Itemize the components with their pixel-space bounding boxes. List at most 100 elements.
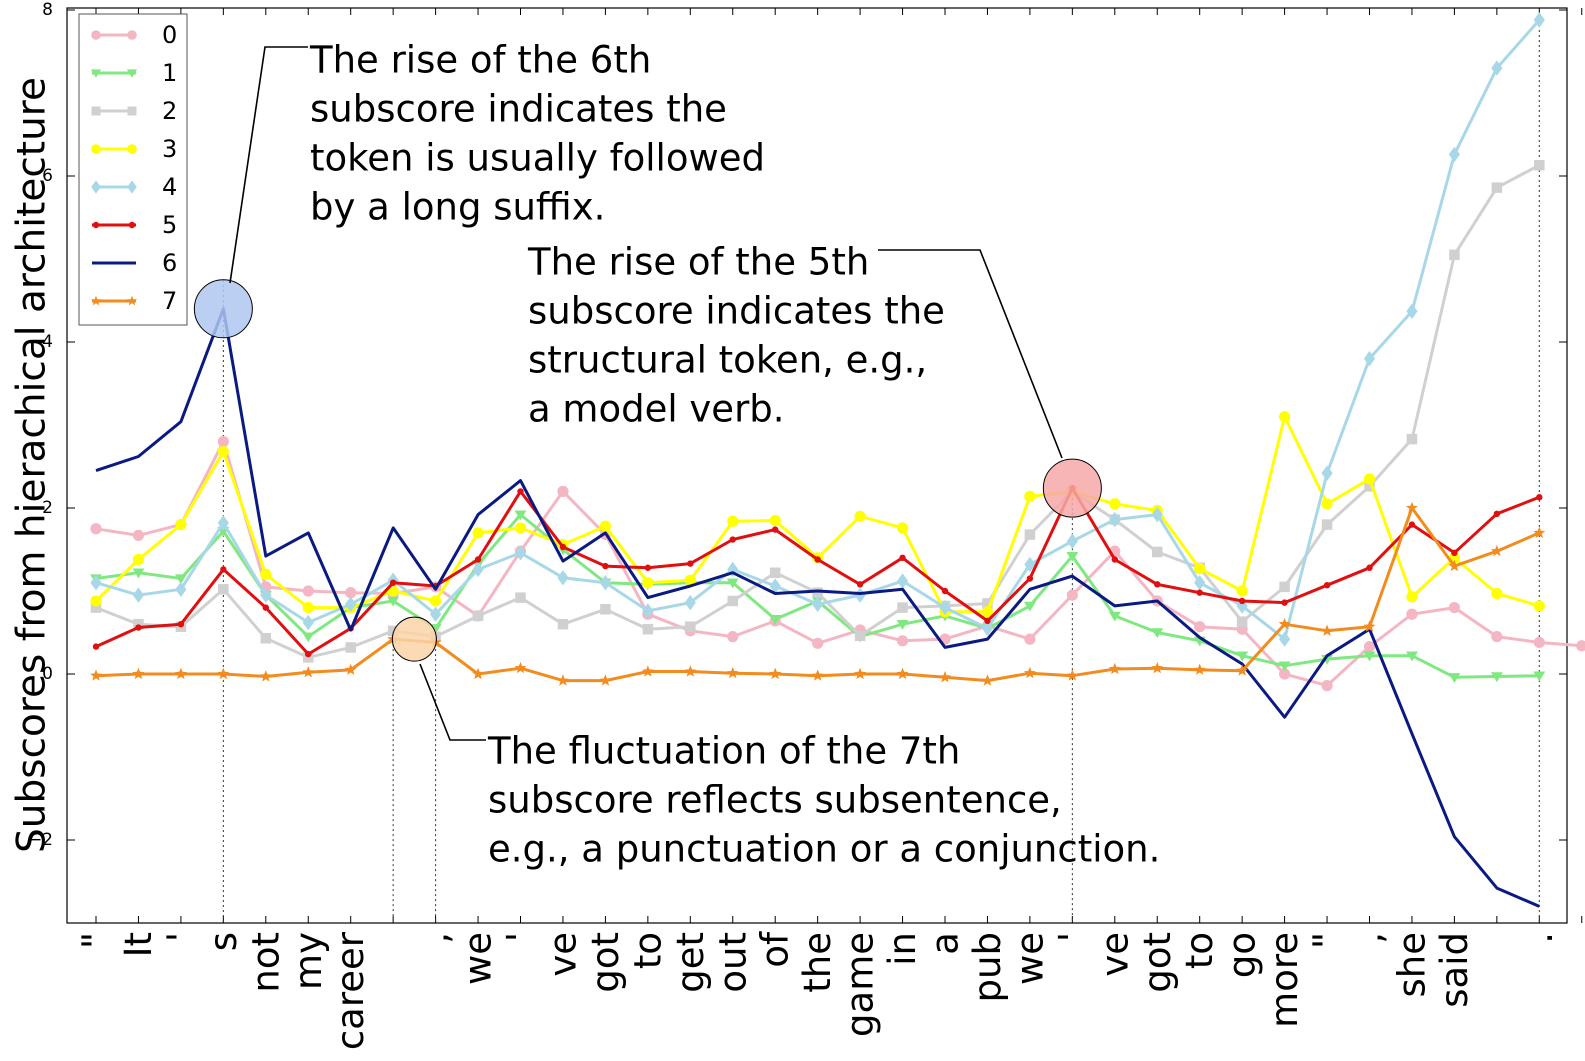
annotation-text: subscore indicates the	[528, 290, 945, 333]
annotation-text: The rise of the 6th	[309, 39, 651, 82]
x-tick-label: get	[669, 932, 712, 993]
data-point	[981, 606, 994, 618]
highlight-circles	[193, 279, 1102, 662]
data-point	[1490, 672, 1503, 683]
data-point	[132, 667, 145, 680]
data-point	[726, 666, 739, 679]
data-point	[1023, 666, 1036, 679]
data-point	[1023, 601, 1036, 612]
data-point	[1533, 600, 1545, 612]
data-point	[1236, 651, 1249, 662]
highlight-circle	[1042, 458, 1102, 518]
y-tick-label: 4	[42, 332, 53, 352]
data-point	[1491, 60, 1503, 76]
data-point	[472, 667, 484, 680]
data-point	[305, 650, 312, 658]
data-point	[896, 620, 909, 630]
x-tick-label: go	[1221, 932, 1264, 978]
data-point	[602, 562, 609, 570]
annotation-text: e.g., a punctuation or a conjunction.	[488, 828, 1160, 871]
data-point	[1363, 651, 1376, 662]
data-point	[769, 514, 781, 527]
data-point	[1108, 662, 1121, 675]
data-point	[896, 635, 909, 647]
data-point	[430, 595, 442, 607]
data-point	[132, 529, 145, 541]
y-tick-label: 2	[42, 498, 53, 518]
data-point	[685, 621, 696, 632]
data-point	[91, 144, 101, 154]
legend-entry-2: 2	[91, 97, 177, 125]
data-point	[132, 587, 145, 603]
data-point	[1066, 589, 1078, 601]
data-point	[128, 221, 136, 229]
data-point	[981, 620, 994, 637]
data-point	[1236, 616, 1248, 627]
data-point	[175, 581, 187, 598]
x-tick-label: ve	[1093, 932, 1136, 977]
data-point	[1151, 661, 1164, 674]
data-point	[1109, 498, 1121, 510]
data-point	[262, 604, 269, 611]
data-point	[812, 587, 823, 598]
data-point	[1024, 529, 1036, 540]
data-point	[90, 575, 102, 591]
x-tick-label: in	[881, 932, 924, 966]
data-point	[91, 180, 101, 194]
x-tick-label: of	[754, 931, 797, 968]
data-point	[1151, 506, 1163, 523]
data-point	[387, 585, 399, 597]
y-tick-label: 8	[42, 0, 53, 20]
data-point	[1408, 521, 1416, 528]
legend-label: 2	[162, 97, 177, 125]
legend-box	[78, 13, 188, 326]
data-point	[687, 560, 694, 567]
data-point	[345, 587, 357, 599]
data-point	[814, 556, 821, 563]
series-0	[90, 436, 1585, 692]
data-point	[984, 617, 991, 625]
data-point	[727, 631, 739, 643]
series-line	[95, 163, 1541, 659]
data-point	[1279, 411, 1291, 423]
data-point	[1451, 549, 1458, 557]
series-4	[90, 12, 1545, 647]
data-point	[559, 543, 567, 551]
data-point	[729, 536, 736, 543]
data-point	[1109, 511, 1121, 528]
data-point	[1321, 519, 1333, 530]
data-point	[1491, 631, 1503, 643]
annotation-text: a model verb.	[528, 388, 785, 431]
data-point	[217, 436, 229, 448]
data-point	[344, 663, 357, 675]
y-tick-label: −2	[28, 830, 53, 850]
data-point	[642, 623, 654, 635]
data-point	[302, 602, 314, 614]
data-point	[126, 69, 138, 78]
data-point	[259, 670, 272, 682]
data-point	[1534, 159, 1545, 171]
data-point	[644, 564, 652, 571]
data-point	[1066, 533, 1078, 549]
data-point	[981, 674, 994, 686]
data-point	[599, 520, 612, 532]
data-point	[1111, 556, 1119, 563]
data-point	[1278, 617, 1291, 630]
data-point	[1321, 654, 1333, 665]
data-point	[260, 633, 272, 644]
data-point	[854, 667, 867, 680]
data-point	[1536, 494, 1543, 501]
x-tick-label: ve	[541, 932, 584, 977]
data-point	[126, 295, 138, 306]
data-point	[1364, 481, 1375, 492]
data-point	[514, 510, 527, 521]
data-point	[127, 180, 137, 194]
data-point	[1363, 350, 1376, 367]
data-point	[1363, 641, 1376, 653]
legend-label: 6	[162, 249, 177, 277]
data-point	[127, 30, 137, 40]
y-tick-label: 6	[42, 166, 53, 186]
data-point	[91, 106, 101, 116]
data-point	[1448, 146, 1460, 163]
series-group	[90, 12, 1585, 908]
